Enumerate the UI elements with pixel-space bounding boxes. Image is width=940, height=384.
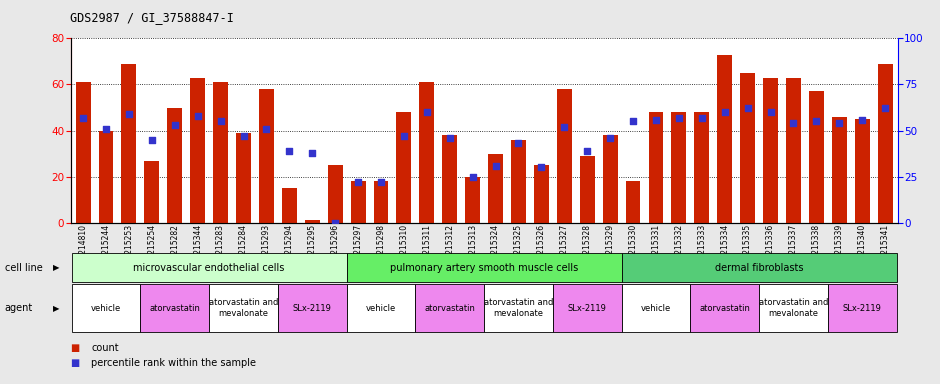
Text: microvascular endothelial cells: microvascular endothelial cells (133, 263, 285, 273)
Point (282, 148, 297, 154)
Text: GDS2987 / GI_37588847-I: GDS2987 / GI_37588847-I (70, 12, 234, 25)
Bar (419, 82, 434, 223)
Text: atorvastatin: atorvastatin (149, 304, 200, 313)
Bar (763, 78, 778, 223)
Point (534, 164, 549, 170)
Bar (854, 119, 870, 223)
Bar (832, 117, 847, 223)
Bar (167, 108, 182, 223)
Point (236, 133, 251, 139)
Point (442, 135, 457, 141)
Bar (786, 78, 801, 223)
Point (511, 141, 526, 147)
Bar (373, 181, 388, 223)
Bar (740, 73, 755, 223)
Point (121, 111, 136, 117)
Text: atorvastatin and
mevalonate: atorvastatin and mevalonate (209, 298, 278, 318)
Bar (488, 154, 503, 223)
Point (603, 135, 618, 141)
Bar (649, 112, 664, 223)
Point (213, 118, 228, 124)
Bar (443, 135, 457, 223)
Point (625, 118, 640, 124)
Point (305, 150, 320, 156)
Bar (556, 89, 572, 223)
Point (258, 126, 274, 132)
Point (373, 179, 388, 185)
Point (786, 120, 801, 126)
Point (832, 120, 847, 126)
Bar (351, 181, 366, 223)
Point (717, 109, 732, 115)
Bar (671, 112, 686, 223)
Text: SLx-2119: SLx-2119 (568, 304, 606, 313)
Point (419, 109, 434, 115)
Text: ■: ■ (70, 358, 80, 368)
Text: percentile rank within the sample: percentile rank within the sample (91, 358, 257, 368)
Text: vehicle: vehicle (641, 304, 671, 313)
Bar (305, 220, 320, 223)
Point (190, 113, 205, 119)
Text: atorvastatin and
mevalonate: atorvastatin and mevalonate (759, 298, 828, 318)
Point (167, 122, 182, 128)
Point (465, 174, 480, 180)
Point (580, 148, 595, 154)
Point (397, 133, 412, 139)
Bar (534, 165, 549, 223)
Text: vehicle: vehicle (91, 304, 121, 313)
Text: SLx-2119: SLx-2119 (292, 304, 332, 313)
Bar (121, 64, 136, 223)
Bar (397, 112, 412, 223)
Point (854, 116, 870, 122)
Text: ▶: ▶ (54, 304, 59, 313)
Point (649, 116, 664, 122)
Bar (511, 140, 525, 223)
Text: atorvastatin: atorvastatin (699, 304, 750, 313)
Text: atorvastatin and
mevalonate: atorvastatin and mevalonate (484, 298, 553, 318)
Bar (258, 89, 274, 223)
Text: dermal fibroblasts: dermal fibroblasts (714, 263, 804, 273)
Point (145, 137, 160, 143)
Text: ■: ■ (70, 343, 80, 353)
Bar (626, 181, 640, 223)
Bar (282, 188, 297, 223)
Point (671, 114, 686, 121)
Point (351, 179, 366, 185)
Text: SLx-2119: SLx-2119 (843, 304, 882, 313)
Bar (75, 82, 90, 223)
Bar (328, 165, 342, 223)
Bar (236, 133, 251, 223)
Bar (603, 135, 618, 223)
Text: agent: agent (5, 303, 33, 313)
Point (808, 118, 823, 124)
Bar (145, 161, 159, 223)
Text: cell line: cell line (5, 263, 42, 273)
Bar (213, 82, 228, 223)
Point (695, 114, 710, 121)
Point (556, 124, 572, 130)
Bar (809, 91, 823, 223)
Bar (465, 177, 480, 223)
Point (328, 220, 343, 226)
Point (740, 105, 755, 111)
Bar (717, 55, 732, 223)
Bar (99, 131, 114, 223)
Bar (878, 64, 893, 223)
Point (878, 105, 893, 111)
Text: ▶: ▶ (54, 263, 59, 272)
Text: count: count (91, 343, 118, 353)
Text: vehicle: vehicle (366, 304, 396, 313)
Bar (580, 156, 595, 223)
Text: pulmonary artery smooth muscle cells: pulmonary artery smooth muscle cells (390, 263, 578, 273)
Point (488, 162, 503, 169)
Point (99, 126, 114, 132)
Bar (695, 112, 710, 223)
Text: atorvastatin: atorvastatin (424, 304, 475, 313)
Point (75, 114, 90, 121)
Point (763, 109, 778, 115)
Bar (190, 78, 205, 223)
